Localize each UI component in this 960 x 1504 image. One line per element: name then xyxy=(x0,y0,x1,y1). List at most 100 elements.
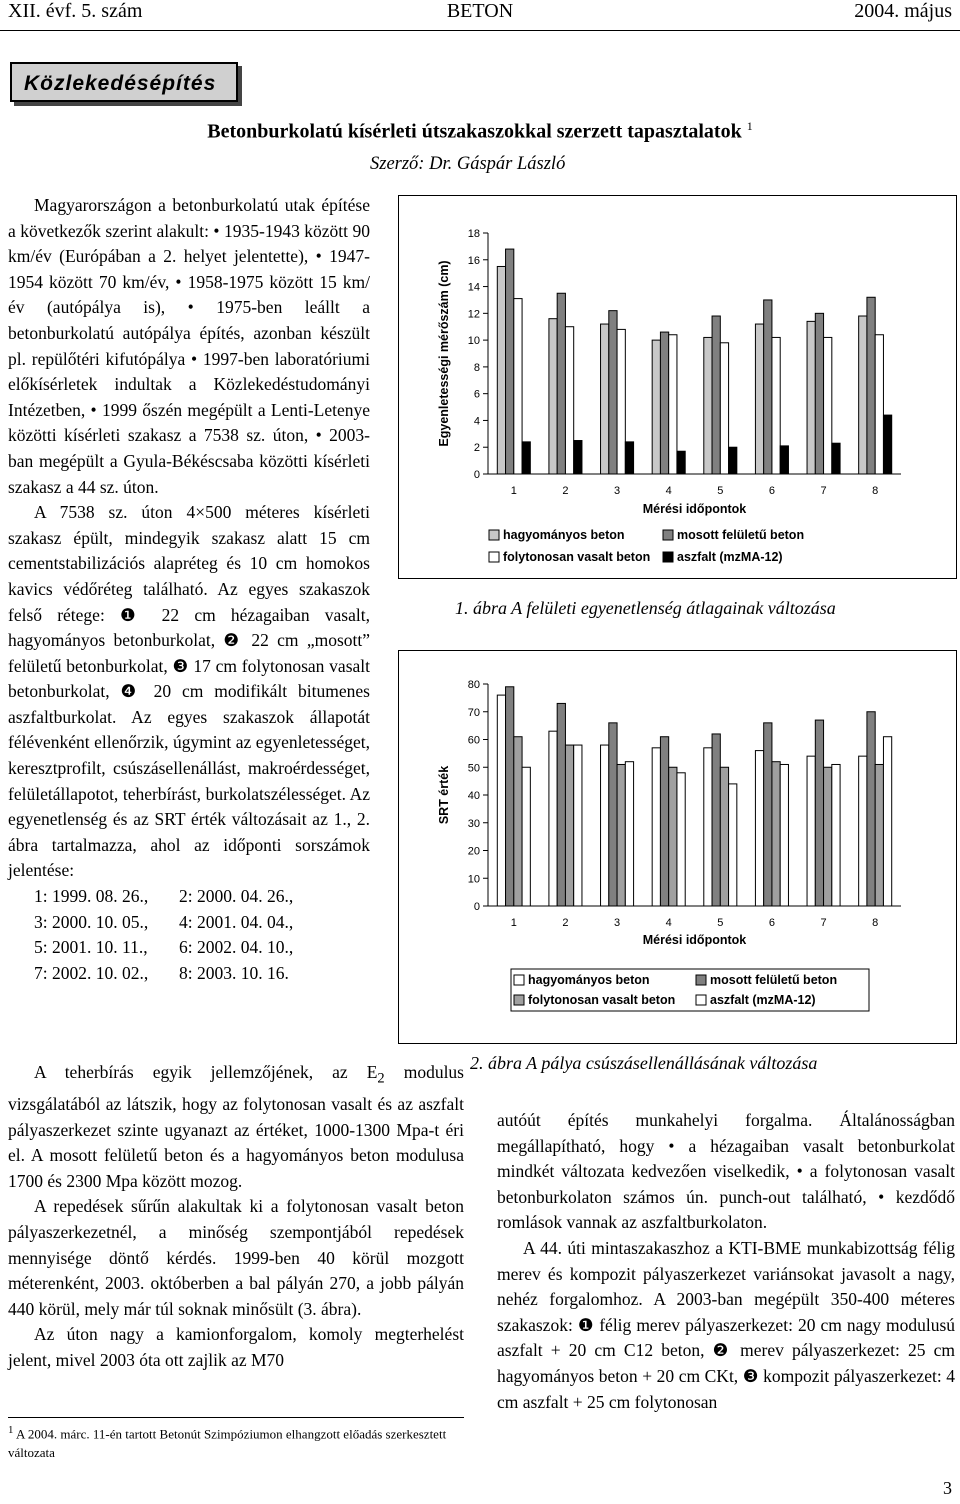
legend-swatch xyxy=(662,551,674,563)
legend-swatch xyxy=(513,974,525,986)
bar xyxy=(858,315,868,475)
bar xyxy=(763,299,773,475)
bar xyxy=(882,736,893,907)
bar xyxy=(719,342,730,475)
y-tick-label: 0 xyxy=(474,901,480,913)
x-tick-label: 5 xyxy=(717,917,723,929)
y-tick-label: 60 xyxy=(468,735,480,747)
right-column: autóút építés munkahelyi forgalma. Által… xyxy=(497,1108,955,1415)
paragraph: A 44. úti mintaszakaszhoz a KTI-BME munk… xyxy=(497,1237,955,1412)
bar xyxy=(521,441,531,475)
bar xyxy=(823,336,833,475)
legend-label: hagyományos beton xyxy=(528,973,650,987)
bar xyxy=(659,736,670,907)
bar xyxy=(882,414,893,475)
bar xyxy=(703,747,713,907)
bar xyxy=(779,445,789,475)
legend-swatch xyxy=(695,974,707,986)
bar xyxy=(728,783,738,907)
bar xyxy=(624,761,635,907)
date: 2: 2000. 04. 26., xyxy=(179,886,294,907)
legend-swatch xyxy=(662,529,674,541)
y-tick-label: 30 xyxy=(468,818,480,830)
paragraph: Magyarországon a betonburkolatú utak épí… xyxy=(8,195,370,497)
bar xyxy=(754,750,765,907)
bar xyxy=(548,318,558,475)
y-tick-label: 8 xyxy=(474,362,480,374)
bar xyxy=(556,292,566,475)
paragraph: A teherbírás egyik jellemzőjének, az E2 … xyxy=(8,1060,464,1194)
x-tick-label: 5 xyxy=(717,485,723,497)
bar xyxy=(668,334,678,475)
text: A teherbírás egyik jellemzőjének, az E xyxy=(34,1062,378,1082)
x-tick-label: 3 xyxy=(614,917,620,929)
legend-label: hagyományos beton xyxy=(503,528,625,542)
bar xyxy=(676,772,686,907)
legend-swatch xyxy=(488,529,500,541)
figure-caption: 1. ábra A felületi egyenetlenség átlagai… xyxy=(455,598,836,618)
header-center: BETON xyxy=(446,0,514,22)
subscript: 2 xyxy=(377,1070,385,1087)
date: 1: 1999. 08. 26., xyxy=(34,886,149,907)
bar xyxy=(831,442,841,475)
x-tick-label: 2 xyxy=(562,485,568,497)
bar xyxy=(711,733,721,907)
paragraph: A repedések sűrűn alakultak ki a folyton… xyxy=(8,1196,464,1319)
bar xyxy=(651,747,661,907)
bar xyxy=(521,766,531,907)
bar xyxy=(763,722,773,907)
x-tick-label: 4 xyxy=(666,485,672,497)
title-note: 1 xyxy=(746,119,753,133)
bar xyxy=(866,296,876,475)
legend-label: folytonosan vasalt beton xyxy=(528,993,675,1007)
bar xyxy=(866,711,876,907)
bar xyxy=(616,763,626,907)
date: 4: 2001. 04. 04., xyxy=(179,911,294,932)
bar xyxy=(505,248,515,475)
bar xyxy=(806,320,816,475)
footnote-mark: 1 xyxy=(8,1424,14,1436)
y-tick-label: 16 xyxy=(468,255,480,267)
y-tick-label: 18 xyxy=(468,228,480,240)
x-tick-label: 8 xyxy=(872,485,878,497)
x-tick-label: 7 xyxy=(821,485,827,497)
bar xyxy=(496,694,507,907)
x-tick-label: 6 xyxy=(769,485,775,497)
y-axis-label: Egyenletességi mérőszám (cm) xyxy=(437,260,451,446)
y-axis-label: SRT érték xyxy=(437,766,451,824)
y-tick-label: 0 xyxy=(474,469,480,481)
bar xyxy=(659,331,670,475)
x-tick-label: 8 xyxy=(872,917,878,929)
y-tick-label: 50 xyxy=(468,762,480,774)
bar xyxy=(505,686,515,907)
bar xyxy=(806,755,816,907)
legend-swatch xyxy=(695,994,707,1006)
legend-label: aszfalt (mzMA-12) xyxy=(710,993,816,1007)
bar xyxy=(513,298,523,475)
chart: 0 10 20 30 40 50 60 70 80 SRT érték 1 2 3 4 5 6 7 8 Mérési… xyxy=(398,650,957,1044)
date: 3: 2000. 10. 05., xyxy=(34,911,149,932)
bar xyxy=(771,336,781,475)
bar xyxy=(616,328,626,475)
bar xyxy=(874,334,884,475)
left-column: Magyarországon a betonburkolatú utak épí… xyxy=(8,193,370,986)
bar xyxy=(608,310,618,475)
y-tick-label: 20 xyxy=(468,846,480,858)
bar xyxy=(711,315,721,475)
x-axis-label: Mérési időpontok xyxy=(643,933,747,947)
bar xyxy=(668,766,678,907)
y-tick-label: 12 xyxy=(468,308,480,320)
wide-column: A teherbírás egyik jellemzőjének, az E2 … xyxy=(8,1060,464,1374)
bar xyxy=(831,763,841,907)
paragraph: autóút építés munkahelyi forgalma. Által… xyxy=(497,1110,955,1233)
footnote: 1 A 2004. márc. 11-én tartott Betonút Sz… xyxy=(8,1417,464,1462)
y-tick-label: 40 xyxy=(468,790,480,802)
bar xyxy=(651,339,661,475)
y-tick-label: 70 xyxy=(468,707,480,719)
bar xyxy=(823,766,833,907)
y-tick-label: 14 xyxy=(468,282,480,294)
bar xyxy=(814,312,825,475)
bar xyxy=(754,323,765,475)
x-tick-label: 1 xyxy=(511,917,517,929)
